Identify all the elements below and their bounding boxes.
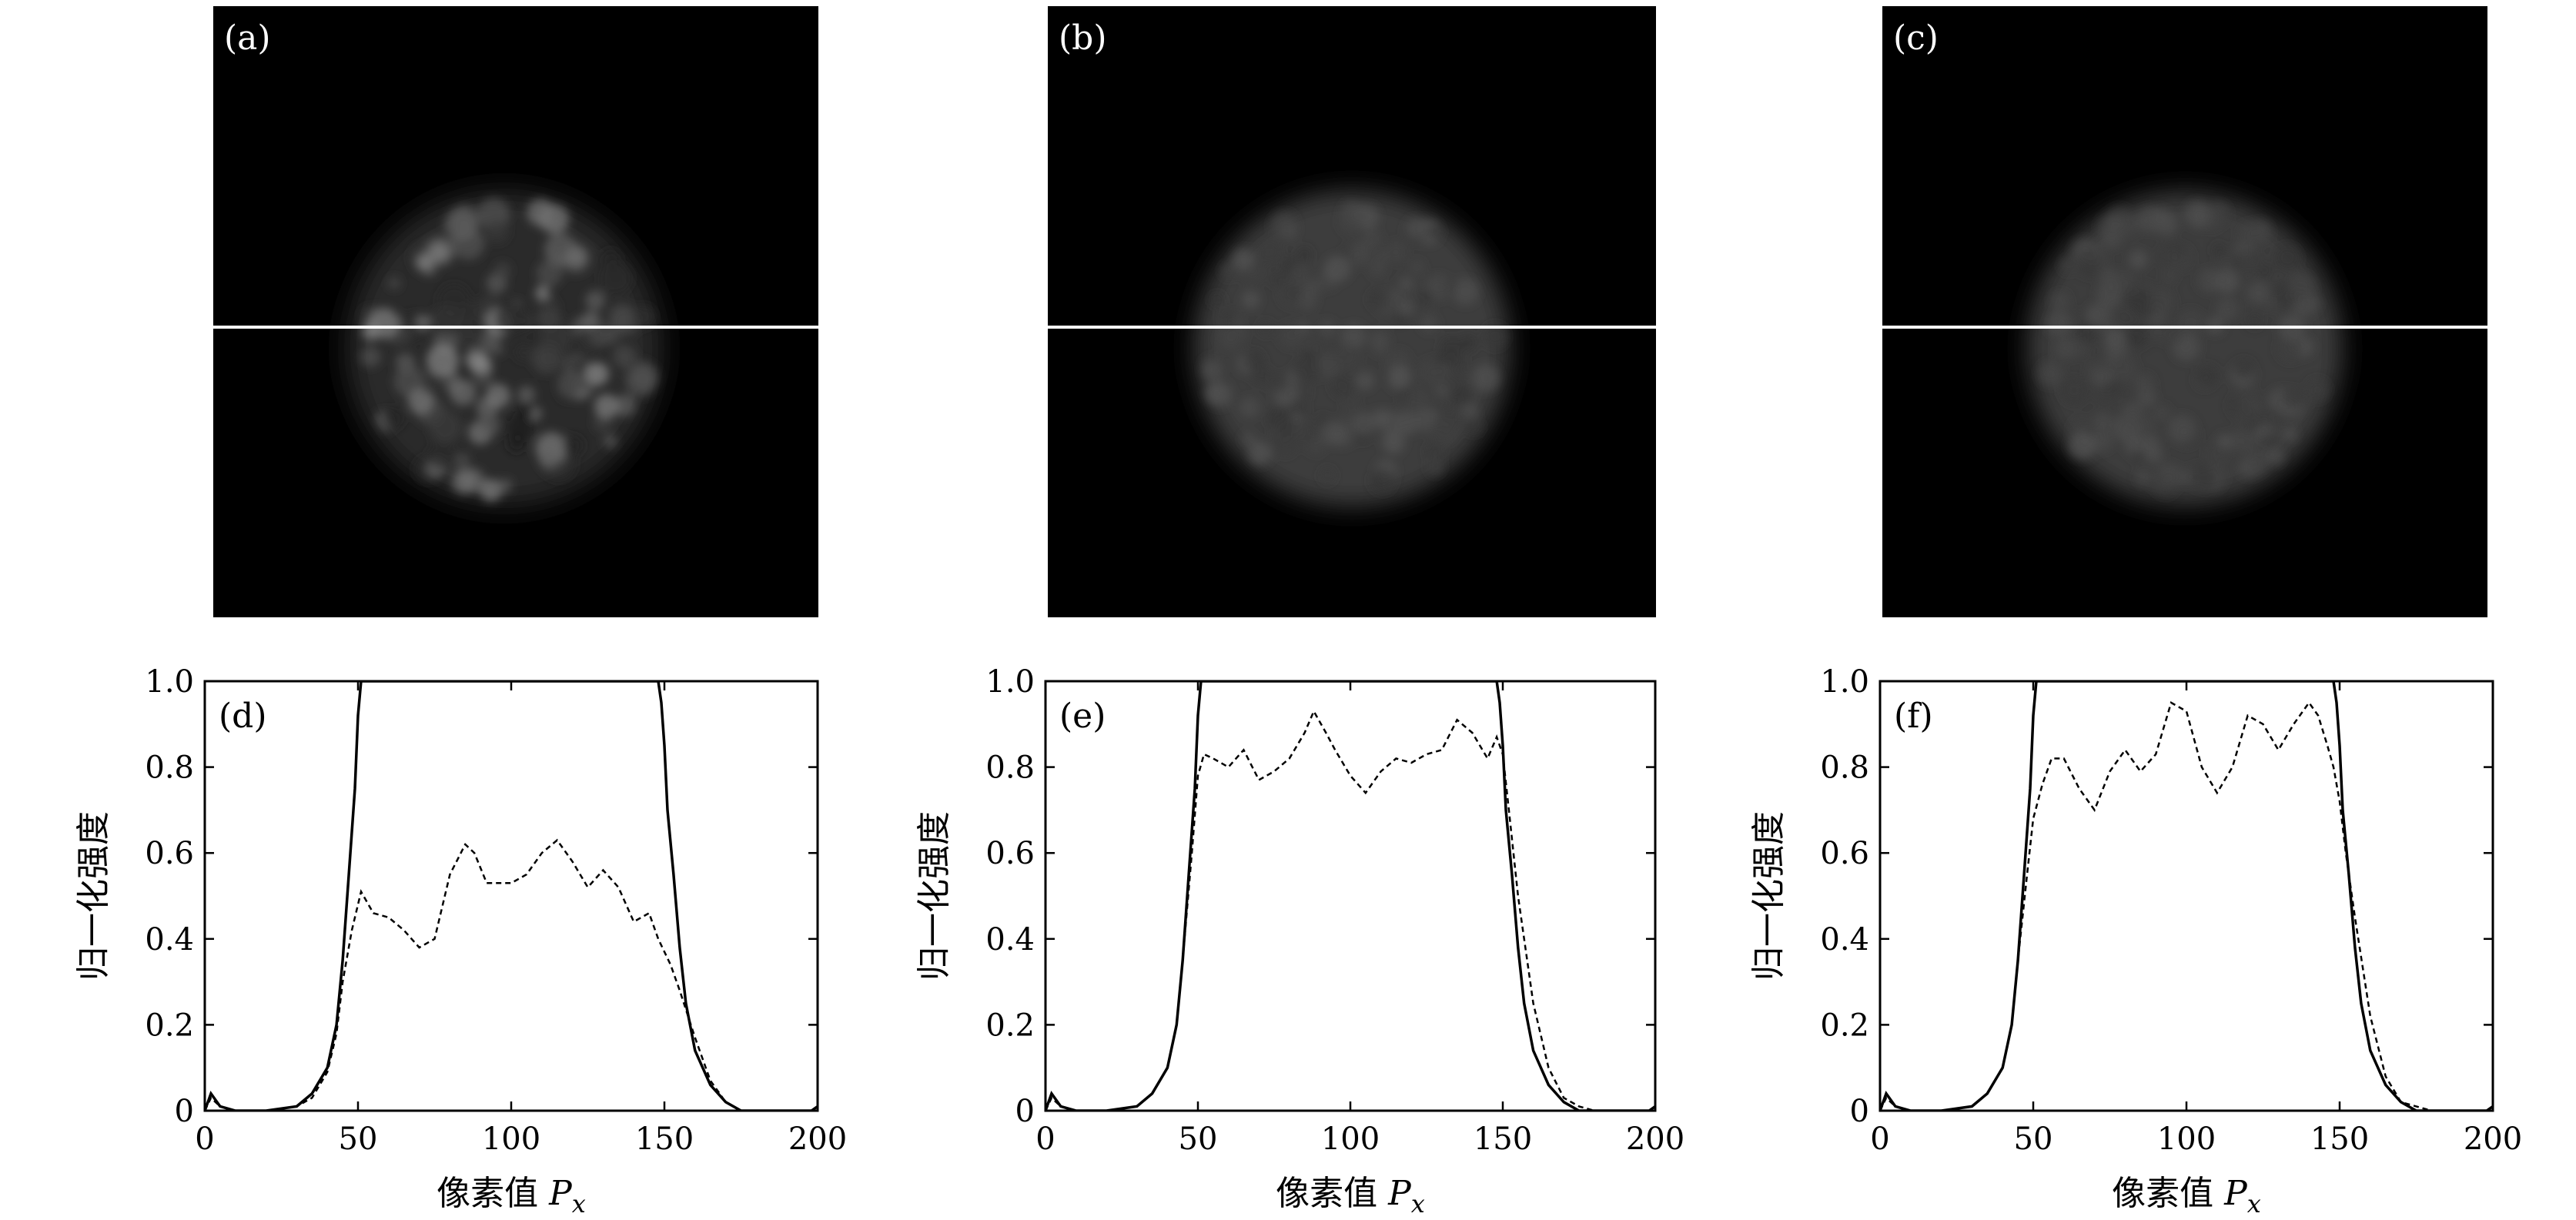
x-tick-label: 200 bbox=[2464, 1121, 2522, 1157]
x-tick-label: 200 bbox=[1626, 1121, 1684, 1157]
image-c-canvas: (c) bbox=[1882, 6, 2487, 617]
y-tick-label: 0.6 bbox=[1820, 836, 1869, 871]
series-dashed-line bbox=[1880, 700, 2493, 1111]
y-tick-label: 0.8 bbox=[985, 750, 1035, 786]
y-tick-label: 1.0 bbox=[985, 664, 1035, 700]
x-tick-label: 150 bbox=[2310, 1121, 2369, 1157]
y-axis-label: 归一化强度 bbox=[74, 811, 113, 981]
x-tick-label: 50 bbox=[339, 1121, 378, 1157]
panel-label: (b) bbox=[1059, 18, 1107, 58]
y-tick-label: 1.0 bbox=[1820, 664, 1869, 700]
x-axis-label: 像素值 Px bbox=[437, 1174, 586, 1218]
image-a-canvas: (a) bbox=[213, 6, 818, 617]
y-tick-label: 0.6 bbox=[145, 836, 194, 871]
x-tick-label: 50 bbox=[1179, 1121, 1218, 1157]
series-solid-line bbox=[1045, 681, 1655, 1111]
y-tick-label: 0.8 bbox=[1820, 750, 1869, 786]
y-tick-label: 0 bbox=[1015, 1094, 1035, 1129]
plot-frame bbox=[1878, 680, 2494, 1112]
y-tick-label: 0.2 bbox=[985, 1008, 1035, 1043]
x-tick-label: 0 bbox=[1870, 1121, 1889, 1157]
x-tick-label: 150 bbox=[635, 1121, 694, 1157]
x-tick-label: 50 bbox=[2014, 1121, 2053, 1157]
speckle-pattern bbox=[1201, 201, 1508, 493]
y-tick-label: 0.2 bbox=[145, 1008, 194, 1043]
x-axis-label: 像素值 Px bbox=[1276, 1174, 1425, 1218]
series-solid-line bbox=[1880, 681, 2493, 1111]
panel-label: (f) bbox=[1894, 697, 1933, 736]
panel-label: (a) bbox=[224, 18, 271, 58]
speckle-pattern bbox=[360, 198, 659, 502]
panel-label: (d) bbox=[219, 697, 267, 736]
series-dashed-line bbox=[1045, 709, 1655, 1111]
x-tick-label: 0 bbox=[195, 1121, 214, 1157]
series-dashed-line bbox=[205, 838, 818, 1111]
y-tick-label: 1.0 bbox=[145, 664, 194, 700]
y-tick-label: 0.2 bbox=[1820, 1008, 1869, 1043]
y-axis-label: 归一化强度 bbox=[1749, 811, 1788, 981]
image-panel-c: (c) bbox=[1882, 6, 2487, 617]
x-tick-label: 100 bbox=[1321, 1121, 1380, 1157]
x-tick-label: 100 bbox=[482, 1121, 540, 1157]
y-axis-label: 归一化强度 bbox=[915, 811, 954, 981]
y-tick-label: 0.8 bbox=[145, 750, 194, 786]
y-tick-label: 0.4 bbox=[1820, 922, 1869, 958]
x-tick-label: 150 bbox=[1474, 1121, 1532, 1157]
x-tick-label: 100 bbox=[2157, 1121, 2216, 1157]
speckle-pattern bbox=[2038, 200, 2329, 497]
panel-label: (c) bbox=[1893, 18, 1939, 58]
y-tick-label: 0.4 bbox=[985, 922, 1035, 958]
y-tick-label: 0.6 bbox=[985, 836, 1035, 871]
image-panel-a: (a) bbox=[213, 6, 818, 617]
y-tick-label: 0 bbox=[175, 1094, 194, 1129]
x-tick-label: 0 bbox=[1035, 1121, 1055, 1157]
series-solid-line bbox=[205, 681, 818, 1111]
x-axis-label: 像素值 Px bbox=[2112, 1174, 2261, 1218]
x-tick-label: 200 bbox=[788, 1121, 847, 1157]
image-b-canvas: (b) bbox=[1048, 6, 1656, 617]
panel-label: (e) bbox=[1059, 697, 1106, 736]
y-tick-label: 0.4 bbox=[145, 922, 194, 958]
y-tick-label: 0 bbox=[1850, 1094, 1869, 1129]
image-panel-b: (b) bbox=[1048, 6, 1656, 617]
